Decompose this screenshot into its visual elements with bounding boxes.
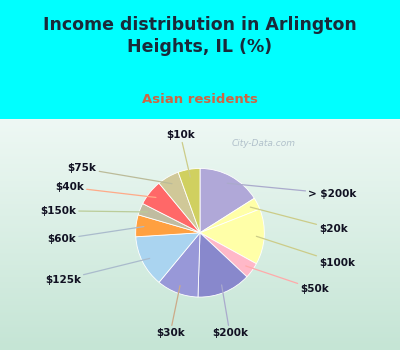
Text: $20k: $20k xyxy=(250,207,348,234)
Text: $60k: $60k xyxy=(47,226,144,244)
Wedge shape xyxy=(159,172,200,233)
Text: Income distribution in Arlington
Heights, IL (%): Income distribution in Arlington Heights… xyxy=(43,16,357,56)
Text: $10k: $10k xyxy=(166,130,195,177)
Text: $150k: $150k xyxy=(40,206,148,216)
Text: $100k: $100k xyxy=(256,236,355,267)
Wedge shape xyxy=(200,198,260,233)
Text: $125k: $125k xyxy=(45,258,150,285)
Text: $50k: $50k xyxy=(246,266,329,294)
Wedge shape xyxy=(200,209,264,264)
Text: $200k: $200k xyxy=(212,285,248,338)
Wedge shape xyxy=(159,233,200,297)
Wedge shape xyxy=(136,215,200,237)
Wedge shape xyxy=(136,233,200,282)
Wedge shape xyxy=(138,204,200,233)
Wedge shape xyxy=(198,233,247,297)
Text: $40k: $40k xyxy=(55,182,156,197)
Wedge shape xyxy=(200,233,256,277)
Wedge shape xyxy=(178,168,200,233)
Text: > $200k: > $200k xyxy=(227,183,357,198)
Text: City-Data.com: City-Data.com xyxy=(231,139,295,148)
Text: Asian residents: Asian residents xyxy=(142,92,258,105)
Wedge shape xyxy=(200,168,254,233)
Text: $75k: $75k xyxy=(68,163,172,184)
Text: $30k: $30k xyxy=(156,286,184,338)
Wedge shape xyxy=(143,183,200,233)
